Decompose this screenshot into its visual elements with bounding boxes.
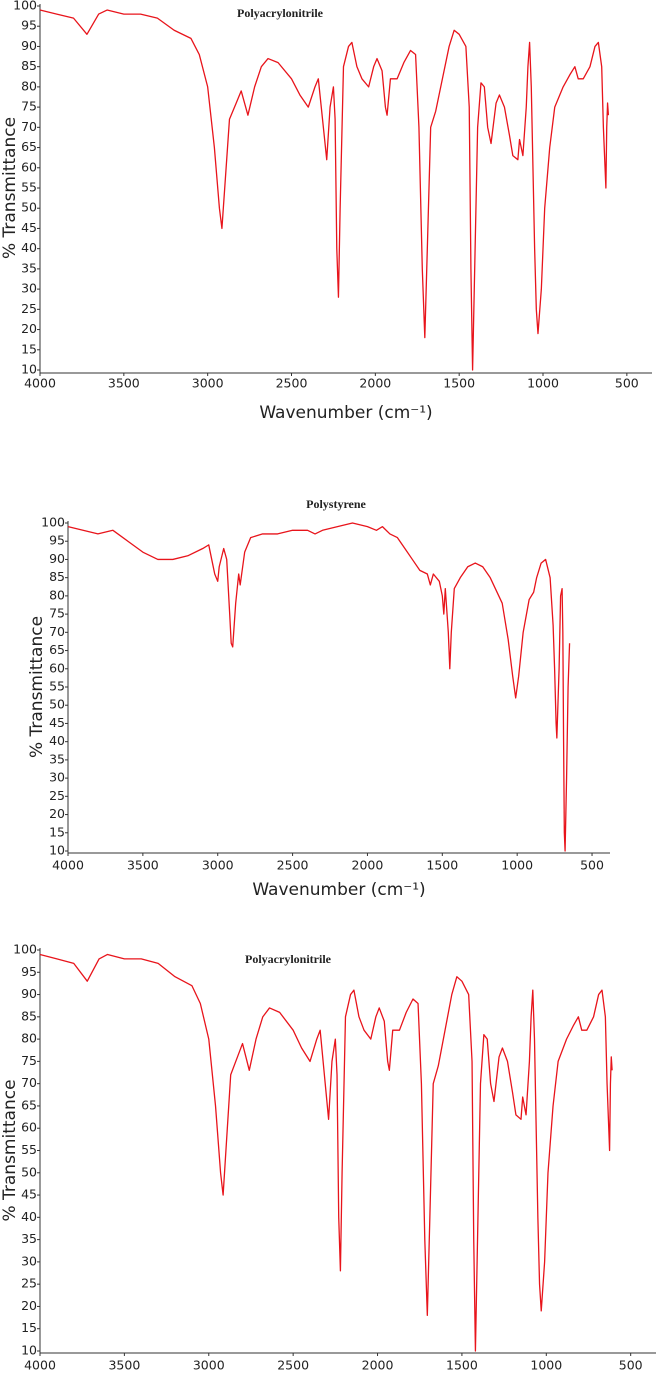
x-tick-label: 2500: [276, 376, 308, 391]
y-tick-label: 45: [21, 1187, 37, 1202]
y-tick-label: 25: [49, 788, 65, 803]
y-tick-label: 45: [21, 220, 37, 235]
spectrum-line: [39, 953, 613, 1352]
y-tick-label: 70: [21, 1075, 37, 1090]
y-tick-label: 60: [49, 660, 65, 675]
y-tick-label: 60: [21, 159, 37, 174]
x-tick-label: 1000: [501, 858, 533, 873]
y-tick-label: 45: [49, 715, 65, 730]
y-tick-label: 15: [21, 1320, 37, 1335]
x-axis-title: Wavenumber (cm⁻¹): [259, 403, 432, 423]
x-tick-label: 500: [580, 858, 604, 873]
chart-title: Polystyrene: [306, 497, 366, 511]
x-tick-label: 4000: [24, 376, 56, 391]
chart-title: Polyacrylonitrile: [245, 952, 332, 966]
x-tick-label: 3500: [108, 376, 140, 391]
chart-title: Polyacrylonitrile: [237, 6, 324, 20]
y-tick-label: 10: [49, 843, 65, 858]
y-tick-label: 85: [49, 569, 65, 584]
y-tick-label: 75: [21, 1053, 37, 1068]
y-tick-label: 15: [49, 824, 65, 839]
y-tick-label: 65: [21, 1097, 37, 1112]
x-tick-label: 2500: [277, 1358, 309, 1373]
y-tick-label: 35: [21, 1231, 37, 1246]
y-tick-label: 20: [49, 806, 65, 821]
y-tick-label: 65: [21, 139, 37, 154]
y-tick-label: 50: [21, 200, 37, 215]
x-tick-label: 3000: [192, 376, 224, 391]
y-axis-title: % Transmittance: [27, 616, 47, 758]
y-tick-label: 55: [21, 180, 37, 195]
y-tick-label: 35: [21, 260, 37, 275]
y-tick-label: 30: [21, 1253, 37, 1268]
y-tick-label: 40: [21, 240, 37, 255]
y-tick-label: 75: [49, 606, 65, 621]
x-tick-label: 1000: [530, 1358, 562, 1373]
y-tick-label: 10: [21, 362, 37, 377]
chart-panel: 10 15 20 25 30 35 40 45 50 55 60 65 70 75 80 85 90 95 100 4…: [0, 942, 656, 1373]
y-tick-label: 100: [41, 515, 65, 530]
x-tick-label: 4000: [52, 858, 84, 873]
y-tick-label: 20: [21, 1298, 37, 1313]
y-tick-label: 80: [21, 78, 37, 93]
x-tick-label: 1500: [446, 1358, 478, 1373]
x-tick-label: 500: [615, 376, 639, 391]
y-tick-label: 95: [49, 533, 65, 548]
y-tick-label: 30: [21, 281, 37, 296]
y-tick-label: 25: [21, 301, 37, 316]
spectrum-line: [67, 522, 571, 852]
x-tick-label: 2000: [362, 1358, 394, 1373]
x-tick-label: 2000: [359, 376, 391, 391]
y-tick-label: 55: [21, 1142, 37, 1157]
y-tick-label: 50: [21, 1164, 37, 1179]
y-tick-label: 55: [49, 679, 65, 694]
y-tick-label: 10: [21, 1343, 37, 1358]
y-tick-label: 35: [49, 751, 65, 766]
y-tick-label: 25: [21, 1276, 37, 1291]
y-axis-title: % Transmittance: [0, 1079, 20, 1221]
x-tick-label: 3500: [108, 1358, 140, 1373]
x-tick-label: 4000: [24, 1358, 56, 1373]
y-tick-label: 90: [49, 551, 65, 566]
y-tick-label: 75: [21, 99, 37, 114]
y-tick-label: 85: [21, 58, 37, 73]
y-tick-label: 100: [13, 0, 37, 13]
chart-panel: 10 15 20 25 30 35 40 45 50 55 60 65 70 75 80 85 90 95 100 4…: [27, 497, 610, 900]
y-tick-label: 20: [21, 321, 37, 336]
x-tick-label: 1500: [426, 858, 458, 873]
y-tick-label: 90: [21, 38, 37, 53]
x-tick-label: 2500: [277, 858, 309, 873]
x-tick-label: 1000: [527, 376, 559, 391]
x-axis-title: Wavenumber (cm⁻¹): [252, 880, 425, 900]
y-tick-label: 100: [13, 942, 37, 957]
y-axis-title: % Transmittance: [0, 117, 20, 259]
x-tick-label: 2000: [352, 858, 384, 873]
y-tick-label: 80: [21, 1031, 37, 1046]
y-tick-label: 95: [21, 18, 37, 33]
y-tick-label: 50: [49, 697, 65, 712]
y-tick-label: 95: [21, 964, 37, 979]
y-tick-label: 70: [21, 119, 37, 134]
x-tick-label: 3000: [193, 1358, 225, 1373]
spectrum-line: [39, 9, 610, 371]
x-tick-label: 3500: [127, 858, 159, 873]
x-tick-label: 500: [619, 1358, 643, 1373]
y-tick-label: 90: [21, 986, 37, 1001]
y-tick-label: 80: [49, 587, 65, 602]
y-tick-label: 85: [21, 1008, 37, 1023]
x-tick-label: 1500: [443, 376, 475, 391]
x-tick-label: 3000: [202, 858, 234, 873]
y-tick-label: 65: [49, 642, 65, 657]
y-tick-label: 30: [49, 770, 65, 785]
y-tick-label: 40: [49, 733, 65, 748]
chart-panel: 10 15 20 25 30 35 40 45 50 55 60 65 70 75 80 85 90 95 100 4…: [0, 0, 652, 423]
y-tick-label: 60: [21, 1120, 37, 1135]
y-tick-label: 15: [21, 341, 37, 356]
y-tick-label: 70: [49, 624, 65, 639]
y-tick-label: 40: [21, 1209, 37, 1224]
